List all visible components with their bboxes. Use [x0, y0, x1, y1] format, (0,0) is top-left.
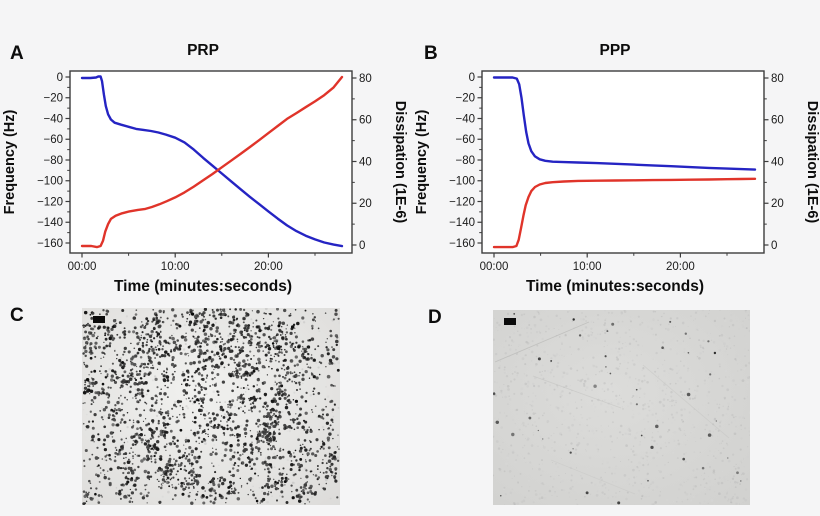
x-axis-label: Time (minutes:seconds) — [526, 278, 704, 295]
dissipation-series-line — [80, 75, 344, 249]
freq-tick-label: −60 — [43, 134, 63, 146]
frequency-series-line — [80, 75, 344, 248]
freq-tick-label: −140 — [37, 217, 63, 229]
ppp-qcm-chart: 00:00 10:00 20:00 0 −20 −40 −60 −80 −100 −120 −140… — [414, 70, 820, 295]
x-axis-label: Time (minutes:seconds) — [114, 278, 292, 295]
freq-tick-label: −160 — [449, 238, 475, 250]
micrograph-prp-dense — [82, 308, 340, 505]
freq-tick-label: −40 — [455, 113, 475, 125]
micrograph-background — [493, 310, 750, 505]
chart-a-title: PRP — [187, 42, 219, 59]
scratch-line — [532, 375, 622, 409]
plot-frame — [69, 70, 353, 254]
scratch-line — [550, 459, 636, 495]
freq-tick-label: −160 — [37, 238, 63, 250]
freq-tick-label: −60 — [455, 134, 475, 146]
panel-d-label: D — [428, 307, 442, 328]
chart-b-title: PPP — [599, 42, 631, 59]
freq-tick-label: −100 — [37, 176, 63, 188]
x-tick-label: 00:00 — [68, 261, 97, 273]
freq-tick-label: −20 — [43, 93, 63, 105]
frequency-series-line — [492, 76, 757, 171]
freq-tick-label: 0 — [57, 72, 63, 84]
micrograph-ppp-sparse — [493, 310, 750, 505]
prp-qcm-chart: 00:00 10:00 20:00 0 −20 −40 −60 −80 −100 −120 −140… — [2, 70, 408, 295]
left-axis-label: Frequency (Hz) — [414, 109, 430, 214]
x-tick-label: 20:00 — [254, 261, 283, 273]
diss-tick-label: 60 — [771, 115, 784, 127]
freq-tick-label: −120 — [449, 196, 475, 208]
diss-tick-label: 80 — [359, 73, 372, 85]
freq-tick-label: −140 — [449, 217, 475, 229]
panel-b-label: B — [424, 43, 438, 64]
x-tick-label: 20:00 — [666, 261, 695, 273]
freq-tick-label: −80 — [455, 155, 475, 167]
diss-tick-label: 40 — [359, 156, 372, 168]
x-tick-label: 10:00 — [161, 261, 190, 273]
micrograph-background — [82, 308, 340, 505]
dissipation-series-line — [492, 177, 757, 249]
plot-area — [482, 71, 764, 253]
diss-tick-label: 0 — [771, 240, 777, 252]
plot-frame — [481, 70, 765, 254]
freq-tick-label: −40 — [43, 113, 63, 125]
scratch-line — [494, 321, 590, 363]
scale-bar — [504, 318, 516, 325]
diss-tick-label: 60 — [359, 115, 372, 127]
plot-area — [70, 71, 352, 253]
scratch-line — [642, 364, 730, 439]
right-axis-label: Dissipation (1E-6) — [392, 101, 408, 224]
x-tick-label: 00:00 — [480, 261, 509, 273]
freq-tick-label: 0 — [469, 72, 475, 84]
scale-bar — [93, 316, 105, 323]
freq-tick-label: −20 — [455, 93, 475, 105]
x-tick-label: 10:00 — [573, 261, 602, 273]
diss-tick-label: 40 — [771, 156, 784, 168]
diss-tick-label: 80 — [771, 73, 784, 85]
freq-tick-label: −80 — [43, 155, 63, 167]
panel-c-label: C — [10, 305, 24, 326]
diss-tick-label: 20 — [771, 198, 784, 210]
freq-tick-label: −120 — [37, 196, 63, 208]
freq-tick-label: −100 — [449, 176, 475, 188]
right-axis-label: Dissipation (1E-6) — [804, 101, 820, 224]
left-axis-label: Frequency (Hz) — [2, 109, 18, 214]
diss-tick-label: 0 — [359, 240, 365, 252]
diss-tick-label: 20 — [359, 198, 372, 210]
panel-a-label: A — [10, 43, 24, 64]
